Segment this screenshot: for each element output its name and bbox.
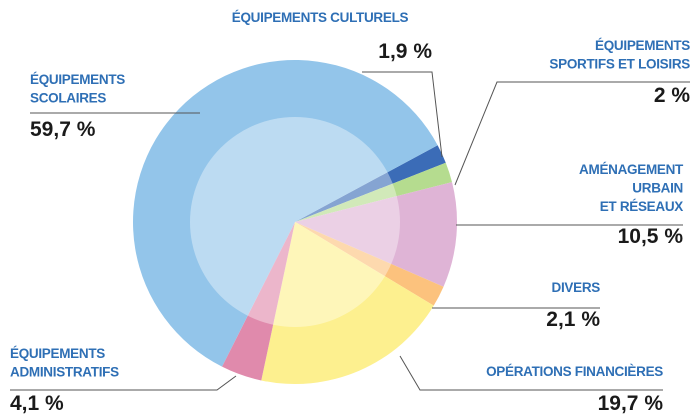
label-line: ADMINISTRATIFS: [10, 365, 119, 380]
leader-line: [399, 355, 663, 391]
slice-label: OPÉRATIONS FINANCIÈRES: [486, 364, 663, 379]
slice-label: AMÉNAGEMENT URBAIN ET RÉSEAUX: [579, 162, 684, 214]
pie-slice: [295, 162, 453, 222]
label-line: DIVERS: [552, 280, 601, 295]
slice-label: ÉQUIPEMENTS ADMINISTRATIFS: [10, 346, 119, 380]
leader-line: [362, 71, 443, 158]
label-line: SCOLAIRES: [30, 91, 106, 106]
pie-slice: [222, 222, 295, 381]
slice-label: ÉQUIPEMENTS SPORTIFS ET LOISIRS: [549, 38, 690, 72]
slice-label: DIVERS: [552, 280, 601, 295]
pie-slice: [295, 182, 457, 287]
pie-slice: [261, 222, 434, 384]
value-label: 4,1 %: [10, 392, 64, 415]
pie-slice: [133, 60, 438, 367]
label-line: URBAIN: [632, 181, 683, 196]
label-line: ÉQUIPEMENTS CULTURELS: [232, 10, 409, 25]
value-label: 10,5 %: [618, 225, 684, 248]
leader-line: [454, 81, 690, 186]
label-line: AMÉNAGEMENT: [579, 162, 684, 177]
label-line: ÉQUIPEMENTS: [10, 346, 105, 361]
slice-label: ÉQUIPEMENTS CULTURELS: [232, 10, 409, 25]
leader-line: [10, 375, 237, 391]
value-label: 19,7 %: [598, 392, 664, 415]
label-line: ET RÉSEAUX: [600, 199, 684, 214]
inner-highlight: [190, 117, 400, 327]
value-label: 2 %: [654, 84, 691, 107]
label-line: ÉQUIPEMENTS: [30, 72, 125, 87]
value-label: 1,9 %: [378, 40, 432, 63]
label-line: ÉQUIPEMENTS: [595, 38, 690, 53]
label-line: SPORTIFS ET LOISIRS: [549, 57, 690, 72]
value-label: 2,1 %: [546, 308, 600, 331]
label-line: OPÉRATIONS FINANCIÈRES: [486, 364, 663, 379]
pie-slice: [295, 145, 446, 222]
pie-slice: [295, 222, 444, 306]
value-label: 59,7 %: [30, 118, 96, 141]
slice-label: ÉQUIPEMENTS SCOLAIRES: [30, 72, 125, 106]
